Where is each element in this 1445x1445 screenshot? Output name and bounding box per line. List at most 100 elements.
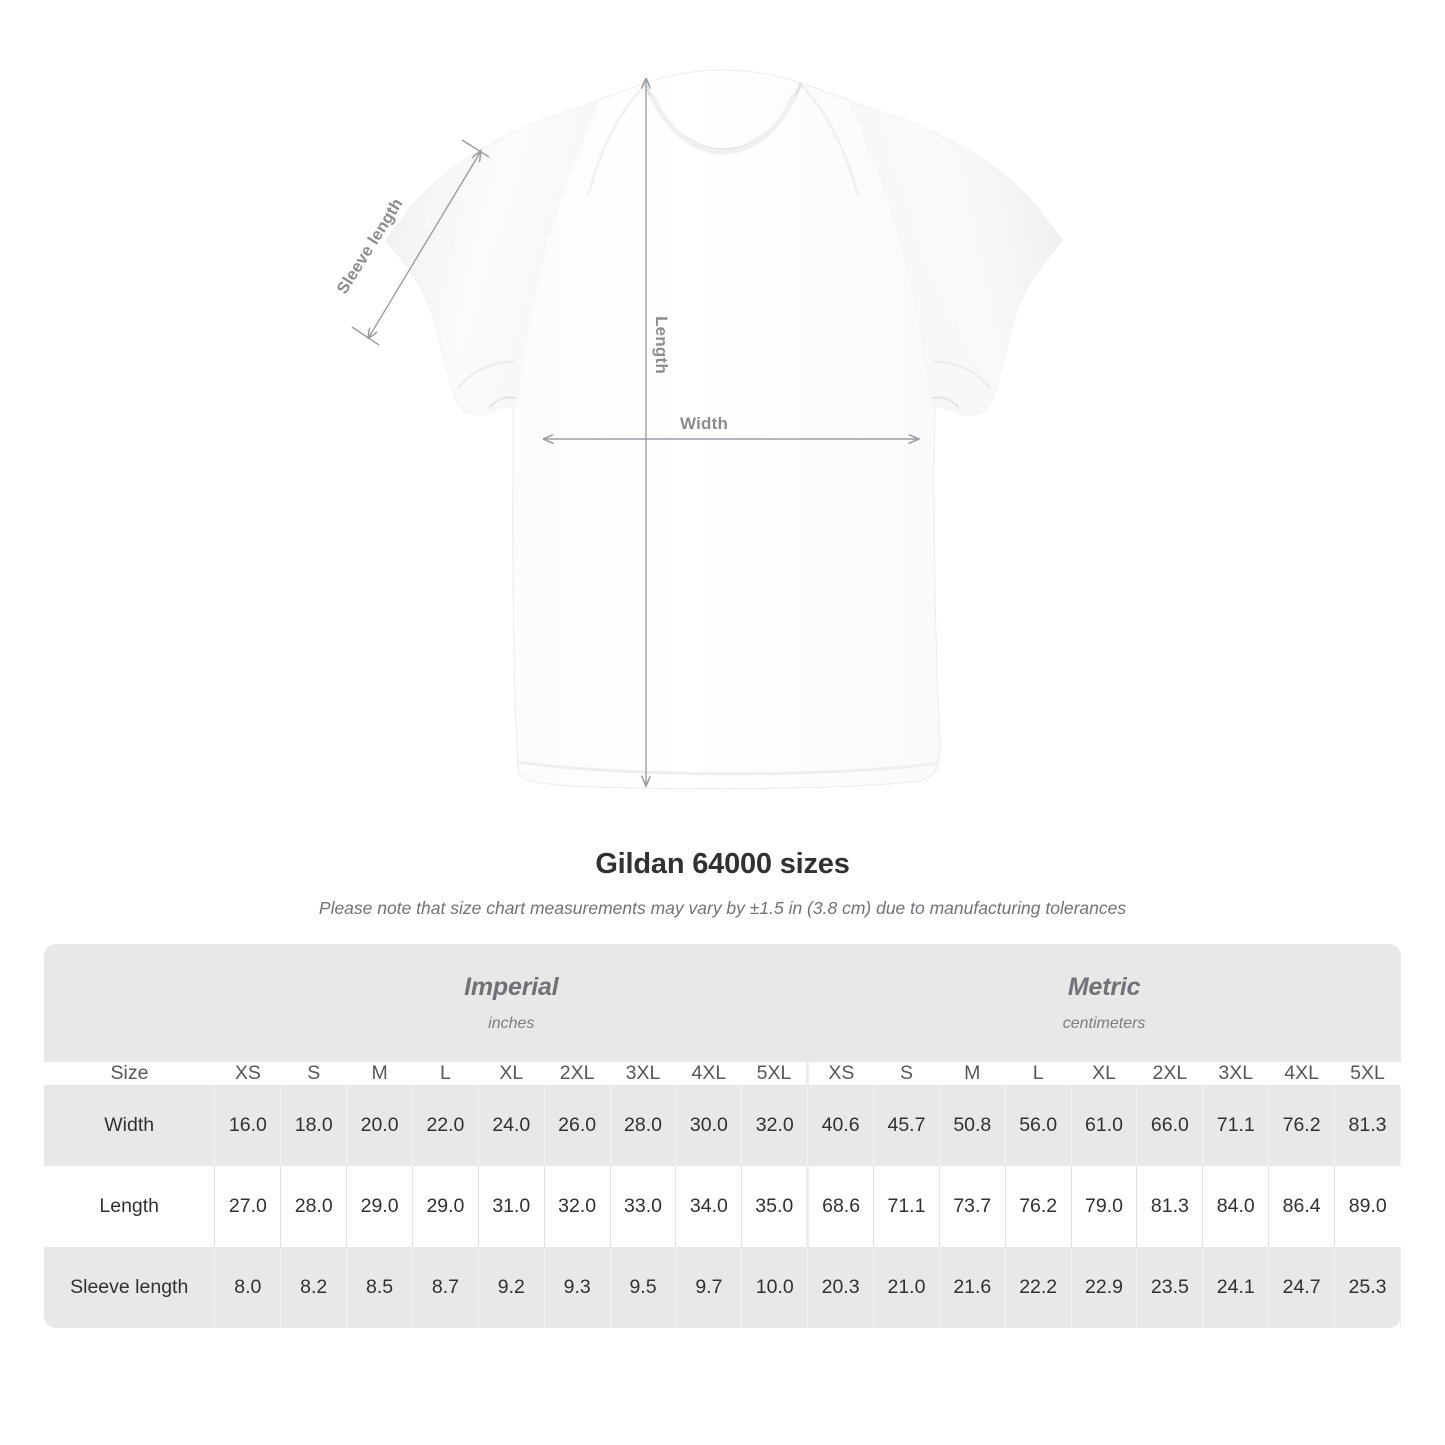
cell-imperial-length-xs: 27.0 — [214, 1166, 282, 1247]
cell-metric-width-4xl: 76.2 — [1268, 1085, 1336, 1166]
size-table-container: Imperial inches Metric centimeters Size X… — [44, 944, 1401, 1328]
cell-metric-sleeve-length-s: 21.0 — [873, 1247, 940, 1328]
size-header-metric-m: M — [939, 1062, 1006, 1085]
cell-metric-length-xs: 68.6 — [807, 1166, 875, 1247]
length-label: Length — [651, 316, 671, 374]
row-label-width: Width — [44, 1085, 216, 1166]
cell-imperial-width-2xl: 26.0 — [544, 1085, 611, 1166]
unit-system-row: Imperial inches Metric centimeters — [44, 944, 1401, 1062]
row-label-length: Length — [44, 1166, 216, 1247]
cell-imperial-length-4xl: 34.0 — [675, 1166, 743, 1247]
cell-metric-length-2xl: 81.3 — [1136, 1166, 1204, 1247]
size-header-metric-xs: XS — [807, 1062, 874, 1085]
cell-metric-width-2xl: 66.0 — [1136, 1085, 1204, 1166]
tolerance-note: Please note that size chart measurements… — [318, 898, 1127, 918]
cell-imperial-length-xl: 31.0 — [478, 1166, 545, 1247]
cell-metric-sleeve-length-l: 22.2 — [1005, 1247, 1072, 1328]
unit-system-metric: Metric centimeters — [807, 944, 1401, 1062]
size-header-metric-3xl: 3XL — [1202, 1062, 1269, 1085]
cell-imperial-length-2xl: 32.0 — [544, 1166, 611, 1247]
size-header-imperial-l: L — [412, 1062, 479, 1085]
table-row: Length 27.0 28.0 29.0 29.0 31.0 32.0 33.0 34.0 35… — [44, 1166, 1401, 1247]
size-header-imperial-3xl: 3XL — [610, 1062, 676, 1085]
unit-system-metric-name: Metric — [1067, 973, 1141, 1001]
size-header-row: Size XS S M L XL 2XL 3XL 4XL 5XL XS S M L XL 2XL 3XL 4XL 5… — [44, 1062, 1401, 1085]
cell-imperial-sleeve-length-5xl: 10.0 — [741, 1247, 809, 1328]
size-header-imperial-xs: XS — [214, 1062, 281, 1085]
cell-imperial-width-xs: 16.0 — [214, 1085, 282, 1166]
cell-imperial-width-s: 18.0 — [280, 1085, 348, 1166]
cell-imperial-length-5xl: 35.0 — [741, 1166, 810, 1247]
cell-imperial-length-m: 29.0 — [346, 1166, 413, 1247]
cell-imperial-length-l: 29.0 — [412, 1166, 479, 1247]
unit-system-imperial: Imperial inches — [214, 944, 808, 1062]
size-header-metric-2xl: 2XL — [1136, 1062, 1203, 1085]
cell-metric-width-l: 56.0 — [1005, 1085, 1072, 1166]
row-label-sleeve-length: Sleeve length — [44, 1247, 216, 1328]
cell-imperial-sleeve-length-m: 8.5 — [346, 1247, 413, 1328]
size-header-metric-5xl: 5XL — [1334, 1062, 1401, 1085]
size-header-imperial-4xl: 4XL — [675, 1062, 742, 1085]
size-header-imperial-m: M — [346, 1062, 413, 1085]
cell-metric-sleeve-length-xl: 22.9 — [1071, 1247, 1138, 1328]
size-table-body: Width 16.0 18.0 20.0 22.0 24.0 26.0 28.0 30.0 32.… — [44, 1085, 1401, 1328]
cell-metric-length-l: 76.2 — [1005, 1166, 1072, 1247]
cell-imperial-width-4xl: 30.0 — [675, 1085, 743, 1166]
cell-imperial-sleeve-length-4xl: 9.7 — [675, 1247, 743, 1328]
cell-metric-length-xl: 79.0 — [1071, 1166, 1138, 1247]
cell-imperial-width-5xl: 32.0 — [741, 1085, 809, 1166]
size-table: Imperial inches Metric centimeters Size X… — [44, 944, 1401, 1328]
cell-metric-sleeve-length-xs: 20.3 — [807, 1247, 875, 1328]
cell-imperial-width-m: 20.0 — [346, 1085, 413, 1166]
cell-imperial-width-l: 22.0 — [412, 1085, 479, 1166]
cell-metric-length-m: 73.7 — [939, 1166, 1006, 1247]
size-header-metric-xl: XL — [1071, 1062, 1137, 1085]
table-row: Width 16.0 18.0 20.0 22.0 24.0 26.0 28.0 30.0 32.… — [44, 1085, 1401, 1166]
cell-metric-width-xs: 40.6 — [807, 1085, 875, 1166]
size-header-imperial-xl: XL — [478, 1062, 545, 1085]
cell-metric-width-5xl: 81.3 — [1334, 1085, 1401, 1166]
cell-imperial-length-s: 28.0 — [280, 1166, 348, 1247]
cell-metric-sleeve-length-3xl: 24.1 — [1202, 1247, 1270, 1328]
cell-imperial-length-3xl: 33.0 — [610, 1166, 677, 1247]
cell-metric-width-m: 50.8 — [939, 1085, 1006, 1166]
cell-metric-width-s: 45.7 — [873, 1085, 940, 1166]
cell-metric-width-3xl: 71.1 — [1202, 1085, 1270, 1166]
cell-imperial-sleeve-length-2xl: 9.3 — [544, 1247, 611, 1328]
heading-block: Gildan 64000 sizes Please note that size… — [0, 848, 1445, 919]
cell-metric-width-xl: 61.0 — [1071, 1085, 1138, 1166]
unit-system-imperial-unit: inches — [488, 1015, 535, 1032]
width-label: Width — [680, 414, 729, 433]
size-header-metric-l: L — [1005, 1062, 1072, 1085]
unit-spacer-left — [44, 944, 215, 1062]
size-column-header: Size — [44, 1062, 215, 1085]
tshirt-diagram — [351, 69, 1063, 790]
cell-imperial-width-xl: 24.0 — [478, 1085, 545, 1166]
cell-imperial-sleeve-length-l: 8.7 — [412, 1247, 479, 1328]
sleeve-length-dimension — [351, 139, 490, 346]
size-header-metric-s: S — [873, 1062, 940, 1085]
cell-metric-sleeve-length-m: 21.6 — [939, 1247, 1006, 1328]
page-title: Gildan 64000 sizes — [595, 848, 850, 880]
cell-metric-length-5xl: 89.0 — [1334, 1166, 1401, 1247]
size-header-imperial-2xl: 2XL — [544, 1062, 611, 1085]
table-row: Sleeve length 8.0 8.2 8.5 8.7 9.2 9.3 9.5 9.7 10.… — [44, 1247, 1401, 1328]
unit-system-metric-unit: centimeters — [1062, 1015, 1146, 1032]
unit-system-imperial-name: Imperial — [464, 973, 559, 1001]
cell-imperial-sleeve-length-3xl: 9.5 — [610, 1247, 677, 1328]
size-header-imperial-s: S — [280, 1062, 347, 1085]
cell-metric-sleeve-length-2xl: 23.5 — [1136, 1247, 1204, 1328]
tshirt-body-shape — [385, 69, 1063, 790]
cell-metric-length-s: 71.1 — [873, 1166, 940, 1247]
size-header-metric-4xl: 4XL — [1268, 1062, 1335, 1085]
cell-metric-length-3xl: 84.0 — [1202, 1166, 1270, 1247]
cell-metric-sleeve-length-4xl: 24.7 — [1268, 1247, 1336, 1328]
cell-imperial-width-3xl: 28.0 — [610, 1085, 677, 1166]
size-table-head: Imperial inches Metric centimeters Size X… — [44, 944, 1401, 1085]
cell-metric-sleeve-length-5xl: 25.3 — [1334, 1247, 1401, 1328]
garment-illustration: Sleeve length Length Width — [334, 69, 1063, 790]
cell-imperial-sleeve-length-s: 8.2 — [280, 1247, 348, 1328]
cell-metric-length-4xl: 86.4 — [1268, 1166, 1336, 1247]
size-header-imperial-5xl: 5XL — [741, 1062, 810, 1085]
